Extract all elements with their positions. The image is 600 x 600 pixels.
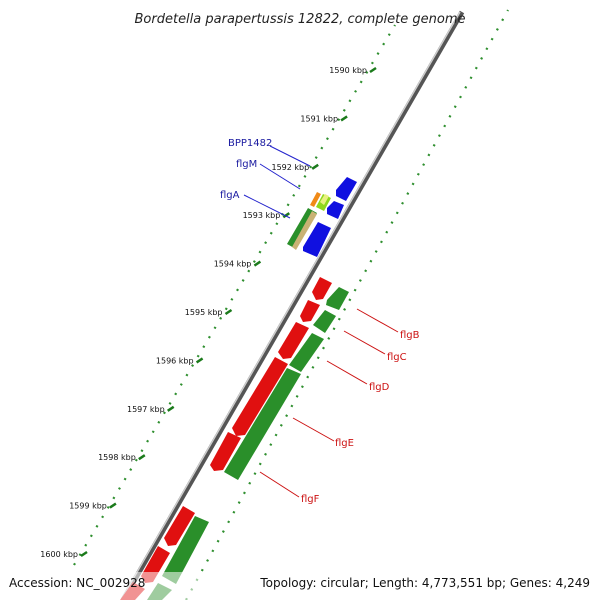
leader-line [269,145,311,167]
kbp-tick-label: 1600 kbp [40,550,78,559]
leader-line [326,360,368,385]
kbp-tick-label: 1590 kbp [329,66,367,75]
leader-line [259,471,300,498]
upper-gene-labels: BPP1482 flgM flgA [220,138,311,219]
genome-summary-text: Topology: circular; Length: 4,773,551 bp… [259,576,590,590]
kbp-tick-label: 1597 kbp [127,405,165,414]
kbp-tick-label: 1593 kbp [243,211,281,220]
gene-label-flgf[interactable]: flgF [301,494,320,505]
kbp-tick-mark [253,260,262,267]
kbp-tick-label: 1592 kbp [271,163,309,172]
small-gene-group [287,192,331,250]
forward-cds[interactable] [303,222,331,257]
inner-dotted-ring [185,9,509,600]
kbp-tick-mark [340,115,348,122]
kbp-tick-label: 1595 kbp [185,308,223,317]
leader-line [259,163,301,190]
leader-line [343,330,386,355]
kbp-tick-label: 1598 kbp [98,453,136,462]
lower-gene-labels: flgB flgC flgD flgE flgF [259,308,420,505]
kbp-tick-mark [80,550,88,558]
kbp-tick-mark [369,66,377,74]
reverse-cds[interactable] [210,432,241,471]
forward-cds[interactable] [336,177,357,201]
forward-cds[interactable] [327,201,344,219]
kbp-tick-mark [138,454,146,461]
inner-track-segment [313,310,336,333]
kbp-tick-mark [109,502,117,509]
kbp-tick-label: 1594 kbp [214,260,252,269]
kbp-tick-mark [282,212,290,219]
kbp-tick-mark [224,308,233,316]
kbp-tick-mark [195,357,204,364]
gene-label-flge[interactable]: flgE [335,438,354,449]
gene-label-flgc[interactable]: flgC [387,352,407,363]
leader-line [292,417,335,442]
genome-backbone [120,10,465,600]
forward-cds-group [303,177,357,257]
reverse-cds[interactable] [232,357,288,436]
inner-track-segment [162,516,209,584]
gene-flgm-hypothetical[interactable] [320,194,329,205]
leader-line [243,194,291,219]
reverse-cds[interactable] [278,322,309,359]
gene-label-bpp1482[interactable]: BPP1482 [228,138,272,149]
map-title: Bordetella parapertussis 12822, complete… [135,12,466,27]
gene-flga-inner[interactable] [292,211,317,250]
footer-backdrop [0,572,600,600]
gene-label-flga[interactable]: flgA [220,190,240,201]
gene-bpp1482[interactable] [310,192,321,207]
inner-track-segment [326,287,349,310]
kbp-tick-label: 1596 kbp [156,356,194,365]
kbp-tick-mark [311,163,319,170]
inner-track-segment [224,368,301,480]
kbp-tick-label: 1599 kbp [69,502,107,511]
kbp-ruler: 1590 kbp 1591 kbp 1592 kbp 1593 kbp 1594 kbp… [40,66,377,559]
inner-track-segment [289,333,324,372]
kbp-tick-mark [167,405,175,412]
leader-line [356,308,399,333]
accession-text: Accession: NC_002928 [9,576,145,590]
kbp-tick-label: 1591 kbp [300,114,338,123]
gene-label-flgd[interactable]: flgD [369,382,390,393]
reverse-cds[interactable] [312,277,332,300]
reverse-cds[interactable] [164,506,195,546]
gene-label-flgb[interactable]: flgB [400,330,420,341]
reverse-cds[interactable] [300,300,320,322]
inner-track-group [147,287,349,600]
gene-label-flgm[interactable]: flgM [236,159,257,170]
